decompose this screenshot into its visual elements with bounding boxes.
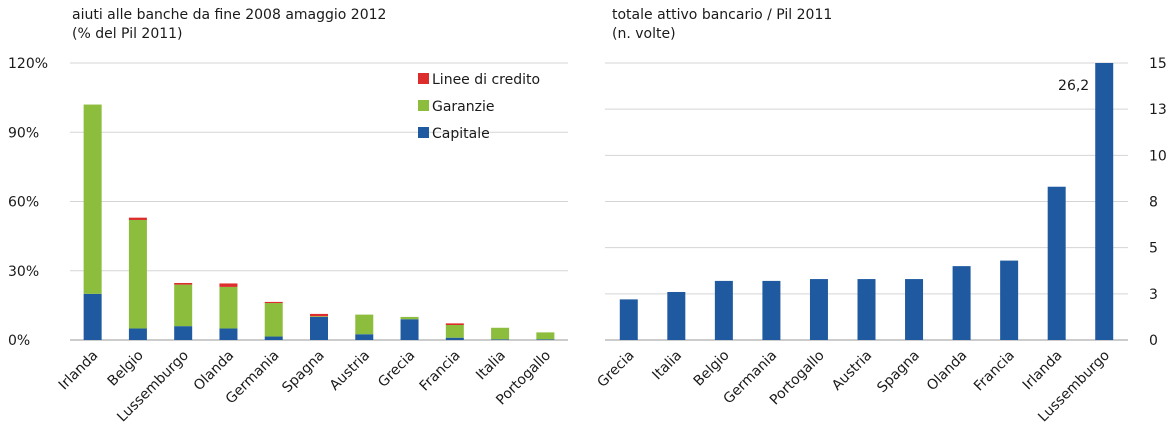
left-bar-segment <box>491 339 510 340</box>
legend-label: Linee di credito <box>432 72 540 88</box>
legend-label: Capitale <box>432 126 490 142</box>
legend-swatch <box>418 100 429 111</box>
right-bar <box>1047 186 1066 340</box>
right-bar <box>1000 260 1019 340</box>
left-bar-segment <box>174 282 193 285</box>
left-bar-segment <box>536 339 555 340</box>
right-category-label: Austria <box>829 348 875 394</box>
right-bar <box>619 299 638 340</box>
left-bar-segment <box>264 301 283 304</box>
left-category-label: Belgio <box>105 348 147 390</box>
left-bar-segment <box>310 313 328 317</box>
left-chart-title: aiuti alle banche da fine 2008 amaggio 2… <box>72 6 386 44</box>
left-bar-segment <box>219 328 238 340</box>
left-bar-segment <box>174 326 193 340</box>
legend-swatch <box>418 127 429 138</box>
right-y-tick-label: 15 <box>1149 56 1167 72</box>
right-bar <box>905 279 924 340</box>
right-bar <box>952 266 971 340</box>
left-chart-subtitle: (% del Pil 2011) <box>72 26 183 42</box>
left-bar-segment <box>491 327 510 340</box>
left-bar-segment <box>400 316 419 320</box>
left-y-tick-label: 0% <box>8 333 30 349</box>
right-bar <box>667 291 686 340</box>
left-y-tick-label: 90% <box>8 125 39 141</box>
left-category-label: Grecia <box>375 348 418 391</box>
left-bar-segment <box>310 316 328 317</box>
right-bar <box>1095 63 1114 340</box>
left-bar-segment <box>219 283 238 287</box>
right-bar <box>714 280 733 340</box>
left-y-tick-label: 60% <box>8 195 39 211</box>
right-category-label: Francia <box>971 348 1018 395</box>
left-bar-segment <box>128 217 147 220</box>
left-bar-segment <box>174 284 193 327</box>
left-bar-segment <box>219 286 238 329</box>
left-bar-segment <box>83 293 102 340</box>
right-bar <box>857 279 876 340</box>
right-y-tick-label: 10 <box>1149 148 1167 164</box>
left-category-label: Irlanda <box>56 348 102 394</box>
right-category-label: Spagna <box>874 348 923 397</box>
right-chart-title-text: totale attivo bancario / Pil 2011 <box>612 7 833 23</box>
right-category-label: Italia <box>649 348 685 384</box>
right-y-tick-label: 5 <box>1149 241 1158 257</box>
left-bar-segment <box>128 328 147 340</box>
right-category-label: Grecia <box>594 348 637 391</box>
left-bar-segment <box>536 332 555 340</box>
left-bar-segment <box>355 334 374 340</box>
left-bar-segment <box>355 314 374 335</box>
legend-label: Garanzie <box>432 99 495 115</box>
right-bar <box>762 280 781 340</box>
left-category-label: Austria <box>327 348 373 394</box>
right-y-tick-label: 3 <box>1149 287 1158 303</box>
right-y-tick-label: 0 <box>1149 333 1158 349</box>
right-y-tick-label: 13 <box>1149 102 1167 118</box>
left-y-tick-label: 30% <box>8 264 39 280</box>
left-category-label: Spagna <box>279 348 328 397</box>
left-bar-segment <box>264 336 283 340</box>
left-bar-segment <box>445 337 464 340</box>
left-bar-segment <box>400 319 419 340</box>
right-bar-annotation: 26,2 <box>1058 78 1089 94</box>
left-bar-segment <box>128 219 147 329</box>
left-y-tick-label: 120% <box>8 56 48 72</box>
left-category-label: Italia <box>473 348 509 384</box>
left-bar-segment <box>445 324 464 338</box>
right-chart-subtitle: (n. volte) <box>612 26 676 42</box>
right-y-tick-label: 8 <box>1149 195 1158 211</box>
left-chart-title-text: aiuti alle banche da fine 2008 amaggio 2… <box>72 7 387 23</box>
left-bar-segment <box>83 104 102 294</box>
right-chart-title: totale attivo bancario / Pil 2011 (n. vo… <box>612 6 832 44</box>
right-bar <box>809 279 828 340</box>
legend-swatch <box>418 73 429 84</box>
left-bar-segment <box>310 316 328 340</box>
right-category-label: Olanda <box>924 348 971 395</box>
right-category-label: Belgio <box>691 348 733 390</box>
left-bar-segment <box>264 303 283 337</box>
left-bar-segment <box>445 323 464 325</box>
left-category-label: Francia <box>417 348 464 395</box>
right-category-label: Irlanda <box>1020 348 1066 394</box>
